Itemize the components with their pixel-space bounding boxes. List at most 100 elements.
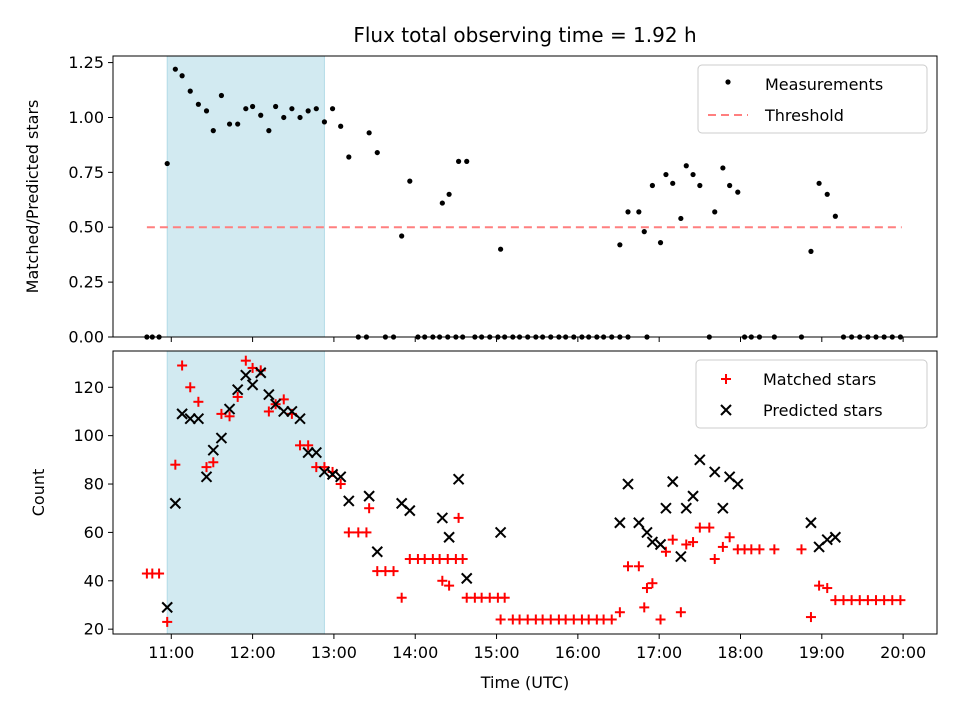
x-tick-label: 11:00 — [148, 643, 194, 662]
predicted-star-point — [294, 413, 306, 425]
matched-star-point — [655, 614, 666, 625]
measurement-point — [203, 108, 210, 114]
matched-star-point — [499, 592, 510, 603]
measurement-point — [289, 106, 295, 112]
matched-star-point — [240, 355, 251, 366]
measurement-point — [464, 158, 470, 164]
y-tick-label: 1.25 — [68, 53, 104, 72]
predicted-star-point — [404, 504, 416, 517]
predicted-star-point — [667, 475, 679, 488]
measurement-point — [218, 92, 225, 99]
measurement-point — [235, 121, 241, 127]
predicted-star-point — [821, 533, 833, 546]
matched-star-point — [185, 382, 196, 393]
x-tick-label: 12:00 — [230, 643, 276, 662]
matched-star-point — [495, 614, 506, 625]
predicted-star-point — [829, 531, 842, 543]
predicted-star-point — [614, 517, 626, 529]
measurement-point — [824, 191, 830, 197]
predicted-star-point — [687, 490, 699, 502]
predicted-mark-b — [318, 466, 331, 478]
predicted-mark-b — [223, 403, 236, 415]
matched-star-point — [754, 544, 765, 555]
predicted-star-point — [302, 446, 314, 459]
predicted-mark-b — [687, 490, 699, 502]
predicted-mark-b — [294, 413, 306, 425]
predicted-star-point — [207, 444, 219, 456]
matched-star-point — [154, 568, 165, 579]
predicted-mark-b — [161, 601, 173, 614]
predicted-star-point — [660, 502, 672, 514]
measurement-point — [657, 240, 664, 246]
predicted-mark-b — [343, 495, 355, 507]
predicted-mark-b — [169, 497, 182, 510]
legend-label: Predicted stars — [763, 401, 883, 420]
predicted-star-point — [318, 466, 331, 478]
predicted-mark-b — [443, 531, 455, 543]
x-tick-label: 17:00 — [636, 643, 682, 662]
matched-star-point — [709, 554, 720, 565]
x-tick-label: 15:00 — [473, 643, 519, 662]
matched-star-point — [335, 479, 346, 490]
predicted-star-point — [246, 379, 259, 391]
measurement-point — [712, 209, 718, 215]
measurement-point — [164, 160, 170, 167]
matched-star-point — [232, 391, 243, 402]
legend-label: Threshold — [764, 106, 844, 125]
matched-star-point — [814, 580, 825, 591]
predicted-star-point — [169, 497, 182, 510]
measurement-point — [321, 119, 328, 125]
legend-marker-predicted-b — [720, 404, 732, 416]
matched-star-point — [177, 360, 188, 371]
predicted-mark-b — [723, 471, 736, 483]
matched-star-point — [388, 566, 399, 577]
predicted-mark-b — [675, 550, 687, 563]
predicted-star-point — [231, 383, 244, 396]
matched-star-point — [208, 457, 219, 468]
matched-star-point — [647, 578, 658, 589]
measurement-point — [187, 88, 193, 94]
predicted-star-point — [371, 546, 383, 558]
measurement-point — [210, 128, 216, 134]
predicted-mark-b — [176, 408, 188, 420]
measurement-point — [399, 233, 405, 239]
legend-box — [697, 64, 928, 134]
measurement-point — [338, 123, 344, 129]
predicted-star-point — [263, 388, 275, 401]
shaded-span — [166, 55, 325, 338]
predicted-mark-b — [709, 466, 721, 478]
matched-star-point — [724, 532, 735, 543]
predicted-star-point — [694, 454, 706, 466]
measurement-point — [374, 149, 380, 156]
predicted-mark-b — [660, 502, 672, 514]
predicted-mark-b — [184, 413, 196, 425]
measurement-point — [172, 66, 178, 72]
matched-star-point — [343, 527, 354, 538]
matched-star-point — [805, 612, 816, 623]
measurement-point — [407, 178, 413, 184]
matched-star-point — [694, 522, 705, 533]
measurement-point — [258, 112, 264, 118]
matched-star-point — [193, 396, 204, 407]
predicted-mark-b — [310, 446, 322, 459]
matched-star-point — [303, 440, 314, 451]
measurement-point — [305, 108, 311, 114]
measurement-point — [727, 182, 733, 189]
matched-star-point — [224, 411, 235, 422]
measurement-point — [697, 182, 703, 189]
x-tick-label: 14:00 — [392, 643, 438, 662]
predicted-mark-b — [255, 367, 267, 379]
predicted-mark-b — [326, 468, 339, 481]
measurement-point — [636, 209, 642, 215]
legend-box — [695, 359, 928, 429]
predicted-mark-b — [646, 536, 659, 548]
measurement-point — [313, 106, 319, 112]
measurement-point — [249, 103, 256, 110]
y-tick-label: 20 — [84, 620, 104, 639]
measurement-point — [808, 248, 814, 254]
matched-star-point — [822, 583, 833, 594]
predicted-star-point — [334, 471, 347, 483]
measurement-point — [663, 171, 669, 178]
x-tick-label: 16:00 — [555, 643, 601, 662]
